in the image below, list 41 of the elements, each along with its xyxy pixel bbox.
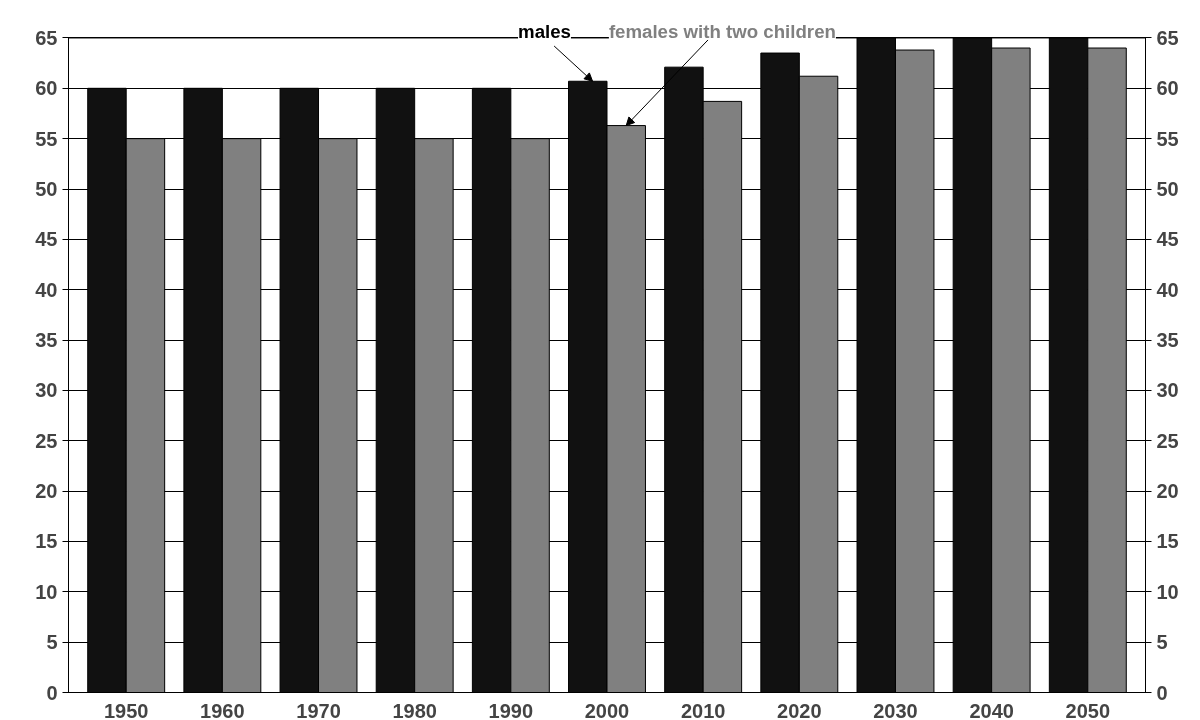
y-tick-label: 50 <box>35 178 58 200</box>
x-tick-label: 2050 <box>1065 699 1111 720</box>
series-label: females with two children <box>608 20 836 42</box>
y2-tick-label: 50 <box>1156 178 1179 200</box>
y2-tick-label: 20 <box>1156 480 1179 503</box>
y-tick-label: 5 <box>46 631 58 654</box>
y2-tick-label: 25 <box>1156 429 1179 452</box>
y2-tick-label: 55 <box>1156 127 1179 150</box>
y-tick-label: 40 <box>35 278 58 301</box>
y2-tick-label: 5 <box>1156 631 1168 654</box>
y-tick-label: 15 <box>35 530 58 553</box>
x-tick-label: 1960 <box>200 699 245 720</box>
y-tick-label: 45 <box>35 228 58 251</box>
y-tick-label: 30 <box>35 379 58 402</box>
x-tick-label: 1950 <box>103 699 149 720</box>
y2-tick-label: 10 <box>1156 580 1179 603</box>
y-tick-label: 65 <box>35 26 58 49</box>
x-tick-label: 2000 <box>584 699 630 720</box>
x-tick-label: 2020 <box>777 699 822 720</box>
y-tick-label: 0 <box>46 681 58 704</box>
y-tick-label: 60 <box>35 77 58 100</box>
x-tick-label: 1980 <box>392 699 437 720</box>
y2-tick-label: 45 <box>1156 228 1179 251</box>
y2-tick-label: 0 <box>1156 681 1168 704</box>
x-tick-label: 2030 <box>873 699 918 720</box>
y-tick-label: 25 <box>35 429 58 452</box>
y2-tick-label: 15 <box>1156 530 1179 553</box>
y-tick-label: 20 <box>35 480 58 503</box>
y2-tick-label: 60 <box>1156 77 1179 100</box>
y2-tick-label: 65 <box>1156 26 1179 49</box>
y2-tick-label: 35 <box>1156 329 1179 352</box>
x-tick-label: 2040 <box>969 699 1014 720</box>
y-tick-label: 55 <box>35 127 58 150</box>
y-tick-label: 35 <box>35 329 58 352</box>
y2-tick-label: 30 <box>1156 379 1179 402</box>
y2-tick-label: 40 <box>1156 278 1179 301</box>
x-tick-label: 1970 <box>296 699 341 720</box>
y-tick-label: 10 <box>35 580 58 603</box>
text: males <box>518 20 571 42</box>
x-tick-label: 2010 <box>680 699 726 720</box>
x-tick-label: 1990 <box>488 699 534 720</box>
